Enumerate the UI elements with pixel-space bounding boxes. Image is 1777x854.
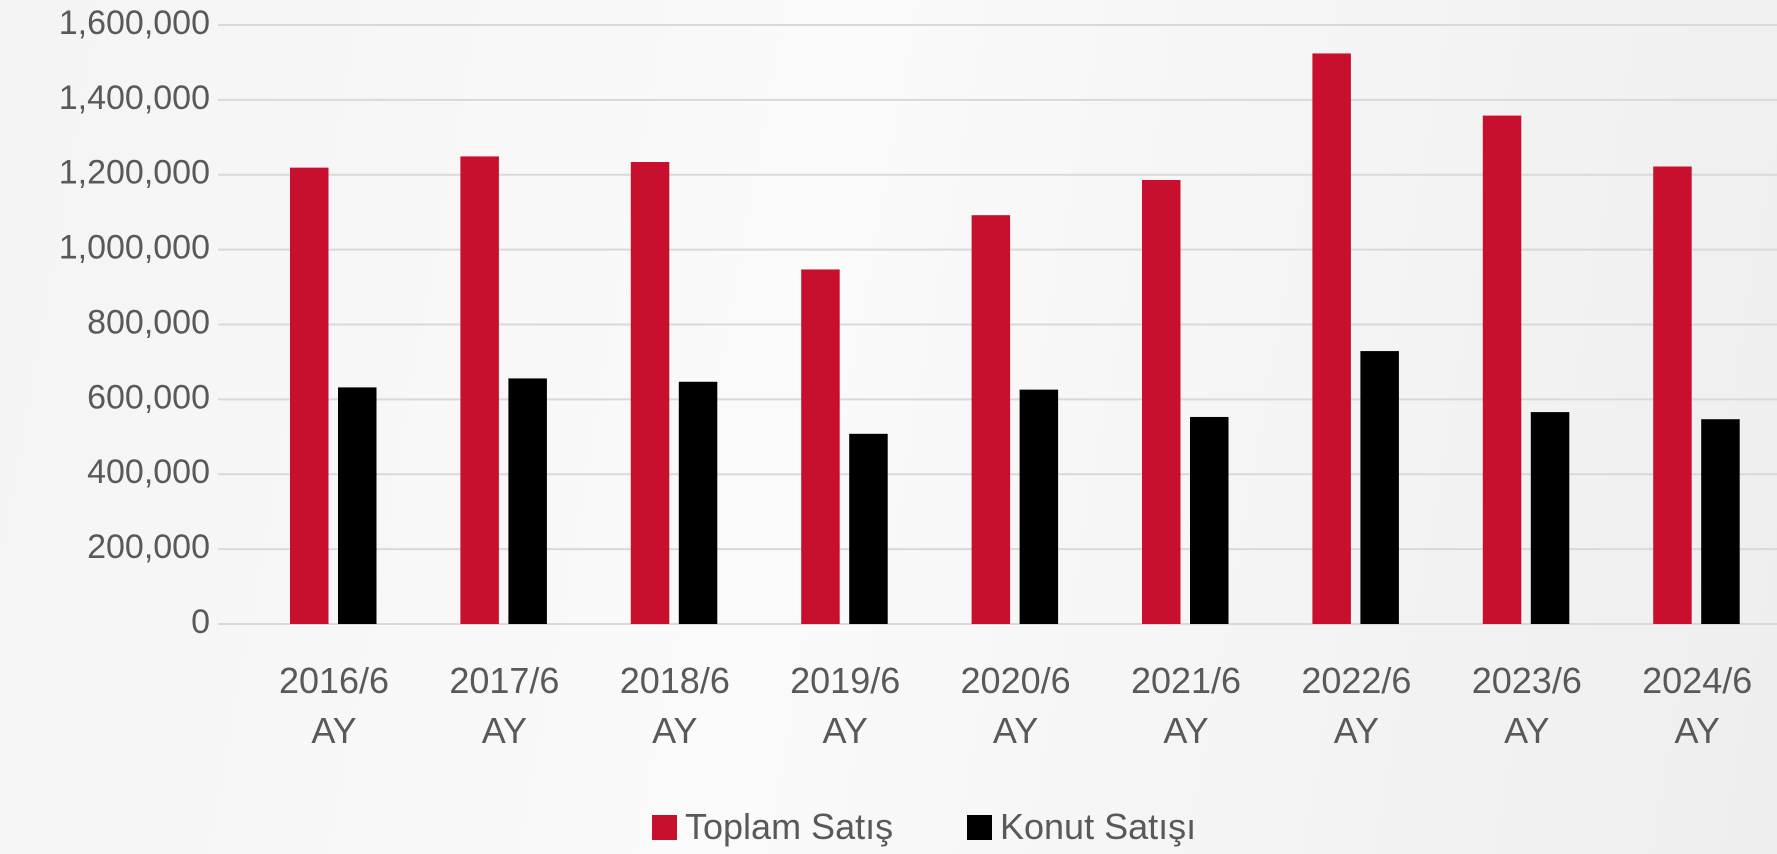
y-tick-label: 1,600,000 — [59, 4, 210, 42]
bar — [801, 269, 840, 624]
y-tick-label: 0 — [191, 603, 210, 641]
legend-item: Konut Satışı — [967, 806, 1196, 848]
x-tick-label: 2019/6 AY — [790, 660, 901, 751]
bar — [849, 433, 888, 624]
bar — [1142, 179, 1181, 624]
bar — [630, 162, 670, 625]
y-tick-label: 200,000 — [87, 528, 210, 566]
x-tick-label: 2017/6 AY — [449, 660, 560, 751]
bar — [1653, 166, 1692, 625]
x-tick-label: 2021/6 AY — [1130, 660, 1242, 751]
legend-label: Toplam Satış — [685, 806, 894, 847]
bar — [678, 381, 718, 624]
bar — [971, 215, 1011, 624]
x-tick-label: 2024/6 AY — [1642, 660, 1753, 751]
y-tick-label: 1,200,000 — [59, 154, 210, 192]
legend-swatch — [652, 814, 677, 840]
y-tick-label: 1,400,000 — [59, 79, 210, 117]
bar — [508, 378, 547, 624]
legend-label: Konut Satışı — [1000, 806, 1197, 847]
x-tick-label: 2018/6 AY — [619, 660, 730, 751]
x-tick-label: 2020/6 AY — [960, 660, 1071, 751]
bar — [290, 167, 329, 624]
bar — [1312, 53, 1351, 624]
bar — [1482, 115, 1522, 624]
legend-swatch — [967, 814, 992, 840]
bar — [338, 387, 377, 624]
y-tick-label: 400,000 — [87, 453, 210, 491]
x-tick-label: 2023/6 AY — [1471, 660, 1582, 751]
x-tick-label: 2022/6 AY — [1301, 660, 1412, 751]
legend-item: Toplam Satış — [652, 806, 893, 848]
x-tick-label: 2016/6 AY — [278, 660, 390, 751]
bar — [1190, 416, 1229, 624]
y-tick-label: 800,000 — [87, 303, 210, 341]
bar — [1019, 389, 1059, 624]
bar — [460, 156, 499, 624]
bar — [1530, 412, 1570, 624]
y-tick-label: 1,000,000 — [59, 229, 210, 267]
y-tick-label: 600,000 — [87, 378, 210, 416]
bar — [1360, 351, 1399, 624]
bar — [1701, 419, 1740, 624]
